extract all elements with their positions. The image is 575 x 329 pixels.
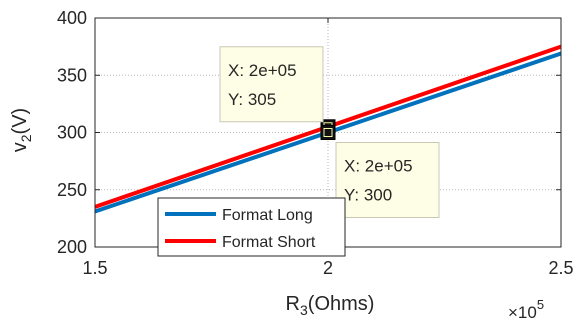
datatip-box bbox=[335, 142, 440, 218]
datatip-y-label: Y: 300 bbox=[344, 186, 392, 205]
ticks: 200 250 300 350 400 1.5 2 2.5 bbox=[57, 8, 574, 278]
x-axis-label: R3(Ohms) bbox=[286, 293, 375, 318]
legend-box bbox=[157, 197, 346, 257]
x-tick-label: 2 bbox=[323, 258, 333, 278]
legend: Format Long Format Short bbox=[157, 197, 346, 257]
datatip-marker bbox=[320, 125, 336, 140]
datatips: X: 2e+05 Y: 305 X: 2e+05 Y: 300 bbox=[219, 46, 440, 218]
y-tick-label: 250 bbox=[57, 180, 87, 200]
y-tick-label: 350 bbox=[57, 65, 87, 85]
y-tick-label: 200 bbox=[57, 237, 87, 257]
y-tick-label: 400 bbox=[57, 8, 87, 28]
y-axis-label: v2(V) bbox=[9, 108, 34, 152]
datatip-y-label: Y: 305 bbox=[228, 90, 276, 109]
legend-label: Format Short bbox=[222, 234, 316, 251]
datatip-markers bbox=[320, 119, 336, 140]
datatip-box bbox=[219, 46, 324, 123]
datatip-x-label: X: 2e+05 bbox=[344, 157, 413, 176]
y-tick-label: 300 bbox=[57, 123, 87, 143]
legend-label: Format Long bbox=[222, 207, 313, 224]
x-tick-label: 1.5 bbox=[82, 258, 107, 278]
datatip-marker-inner bbox=[323, 128, 333, 137]
x-axis-multiplier: ×105 bbox=[508, 297, 544, 322]
datatip: X: 2e+05 Y: 300 bbox=[335, 142, 440, 218]
datatip-x-label: X: 2e+05 bbox=[228, 61, 297, 80]
x-tick-label: 2.5 bbox=[548, 258, 573, 278]
datatip: X: 2e+05 Y: 305 bbox=[219, 46, 324, 123]
